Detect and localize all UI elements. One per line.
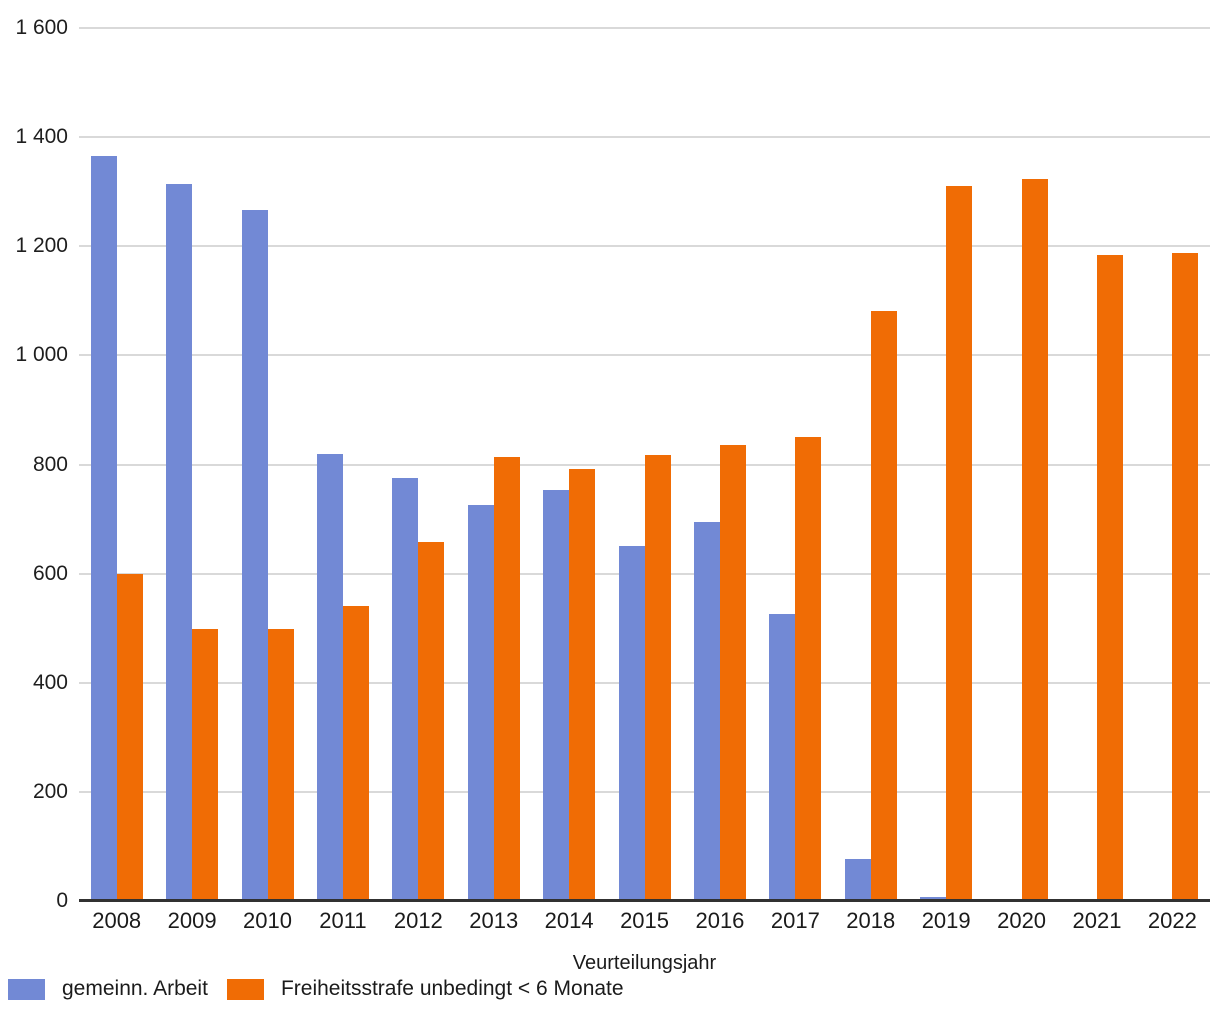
bar-group-2021 <box>1059 28 1134 901</box>
gridline <box>79 136 1210 139</box>
bar-freiheitsstrafe-2008 <box>116 573 143 901</box>
x-tick-label-2015: 2015 <box>620 908 670 933</box>
bar-freiheitsstrafe-2009 <box>192 628 219 901</box>
x-tick-label-2022: 2022 <box>1147 908 1197 933</box>
x-axis-title: Veurteilungsjahr <box>572 952 717 974</box>
bar-group-2018 <box>833 28 908 901</box>
bar-gemeinn-arbeit-2017 <box>769 614 796 901</box>
x-tick-label-2021: 2021 <box>1072 908 1122 933</box>
plot-area <box>79 27 1210 902</box>
bar-freiheitsstrafe-2019 <box>946 186 973 901</box>
x-tick-label-2012: 2012 <box>393 908 443 933</box>
bar-group-2008 <box>79 28 154 901</box>
bar-freiheitsstrafe-2011 <box>342 606 369 901</box>
x-tick-label-2020: 2020 <box>997 908 1047 933</box>
bar-gemeinn-arbeit-2012 <box>392 478 419 901</box>
bar-group-2011 <box>305 28 380 901</box>
x-tick-label-2019: 2019 <box>921 908 971 933</box>
y-tick-label: 1 600 <box>15 16 68 39</box>
bar-freiheitsstrafe-2012 <box>418 541 445 901</box>
x-tick-label-2017: 2017 <box>770 908 820 933</box>
bar-gemeinn-arbeit-2013 <box>467 505 494 901</box>
bar-freiheitsstrafe-2015 <box>644 454 671 901</box>
y-tick-label: 0 <box>56 889 68 912</box>
bar-group-2020 <box>984 28 1059 901</box>
bar-groups <box>79 28 1210 901</box>
y-tick-label: 400 <box>32 670 68 694</box>
x-tick-label-2009: 2009 <box>167 908 217 933</box>
x-tick-label-2014: 2014 <box>544 908 594 933</box>
y-tick-label: 1 000 <box>15 343 68 367</box>
y-tick-label: 200 <box>32 779 68 803</box>
gridline <box>79 245 1210 248</box>
bar-gemeinn-arbeit-2018 <box>844 859 871 901</box>
bar-gemeinn-arbeit-2015 <box>618 546 645 901</box>
bar-gemeinn-arbeit-2008 <box>90 156 117 901</box>
legend-item-gemeinn-arbeit: gemeinn. Arbeit <box>8 977 208 1001</box>
y-tick-label: 800 <box>32 452 68 476</box>
gridline <box>79 27 1210 29</box>
x-axis-line <box>79 899 1210 902</box>
bar-freiheitsstrafe-2013 <box>493 456 520 901</box>
bar-gemeinn-arbeit-2016 <box>693 521 720 901</box>
x-tick-label-2011: 2011 <box>319 908 367 933</box>
bar-gemeinn-arbeit-2009 <box>166 183 193 901</box>
x-tick-label-2010: 2010 <box>243 908 292 933</box>
bar-group-2013 <box>456 28 531 901</box>
y-tick-label: 1 200 <box>15 234 68 258</box>
legend-label-freiheitsstrafe: Freiheitsstrafe unbedingt < 6 Monate <box>280 977 624 1000</box>
bar-group-2017 <box>758 28 833 901</box>
x-tick-label-2016: 2016 <box>695 908 745 933</box>
bar-freiheitsstrafe-2018 <box>870 311 897 901</box>
bar-freiheitsstrafe-2017 <box>795 436 822 901</box>
bar-group-2014 <box>531 28 606 901</box>
bar-group-2012 <box>381 28 456 901</box>
bar-gemeinn-arbeit-2014 <box>543 490 570 901</box>
bar-gemeinn-arbeit-2011 <box>316 453 343 901</box>
gridline <box>79 463 1210 466</box>
bar-freiheitsstrafe-2020 <box>1021 178 1048 901</box>
bar-group-2016 <box>682 28 757 901</box>
bar-gemeinn-arbeit-2010 <box>241 210 268 901</box>
bar-group-2015 <box>607 28 682 901</box>
y-axis-labels: 0 200 400 600 800 1 000 1 200 1 400 1 600 <box>0 0 68 1020</box>
bar-freiheitsstrafe-2016 <box>719 444 746 901</box>
legend-label-gemeinn-arbeit: gemeinn. Arbeit <box>62 977 208 1000</box>
bar-group-2022 <box>1135 28 1210 901</box>
bar-freiheitsstrafe-2021 <box>1096 254 1123 901</box>
bar-freiheitsstrafe-2022 <box>1172 252 1199 901</box>
bar-group-2009 <box>154 28 229 901</box>
bar-group-2019 <box>908 28 983 901</box>
legend-swatch-blue <box>8 978 45 1000</box>
x-axis-labels: 2008 2009 2010 2011 2012 2013 2014 2015 2016 2017… <box>79 908 1210 934</box>
y-tick-label: 1 400 <box>15 125 68 149</box>
x-tick-label-2013: 2013 <box>469 908 519 933</box>
gridline <box>79 354 1210 357</box>
legend-swatch-orange <box>226 978 264 1000</box>
x-tick-label-2018: 2018 <box>846 908 896 933</box>
bar-freiheitsstrafe-2014 <box>569 469 596 901</box>
bar-freiheitsstrafe-2010 <box>267 628 294 901</box>
y-tick-label: 600 <box>32 561 68 585</box>
x-tick-label-2008: 2008 <box>92 908 142 933</box>
legend-item-freiheitsstrafe: Freiheitsstrafe unbedingt < 6 Monate <box>226 977 624 1001</box>
bar-gemeinn-arbeit-2019 <box>920 896 947 901</box>
legend: gemeinn. Arbeit Freiheitsstrafe unbeding… <box>8 977 624 1001</box>
bar-group-2010 <box>230 28 305 901</box>
